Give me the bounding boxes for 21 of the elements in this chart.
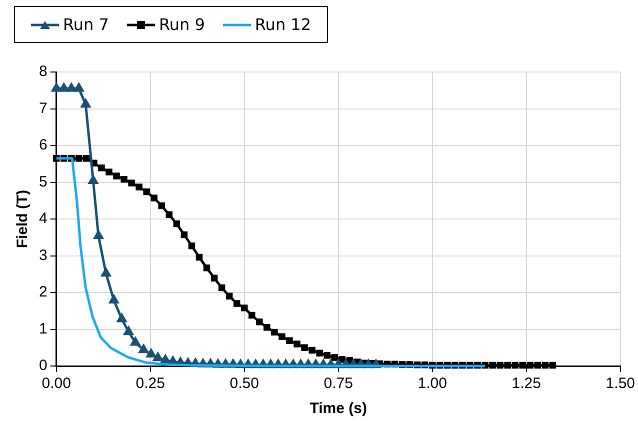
y-tick-label: 5	[39, 173, 48, 190]
legend-label: Run 9	[158, 15, 205, 34]
y-tick-label: 2	[39, 284, 48, 301]
y-axis-title: Field (T)	[14, 190, 32, 248]
y-tick-label: 6	[39, 136, 48, 154]
y-tick-label: 3	[39, 246, 48, 264]
y-tick-label: 8	[39, 63, 48, 80]
legend-label: Run 7	[63, 15, 109, 34]
y-tick-label: 7	[39, 100, 48, 117]
x-tick-label: 0.50	[230, 375, 259, 392]
x-tick-label: 0.00	[42, 375, 71, 392]
x-axis-title: Time (s)	[310, 400, 367, 418]
legend-label: Run 12	[254, 15, 312, 34]
x-tick-label: 1.25	[512, 375, 541, 392]
x-tick-label: 0.75	[324, 375, 353, 392]
x-tick-label: 1.50	[606, 375, 636, 392]
x-tick-label: 1.00	[418, 375, 447, 392]
y-tick-label: 4	[39, 210, 48, 228]
y-tick-label: 0	[39, 357, 48, 374]
y-tick-label: 1	[39, 320, 48, 338]
x-tick-label: 0.25	[136, 375, 165, 392]
